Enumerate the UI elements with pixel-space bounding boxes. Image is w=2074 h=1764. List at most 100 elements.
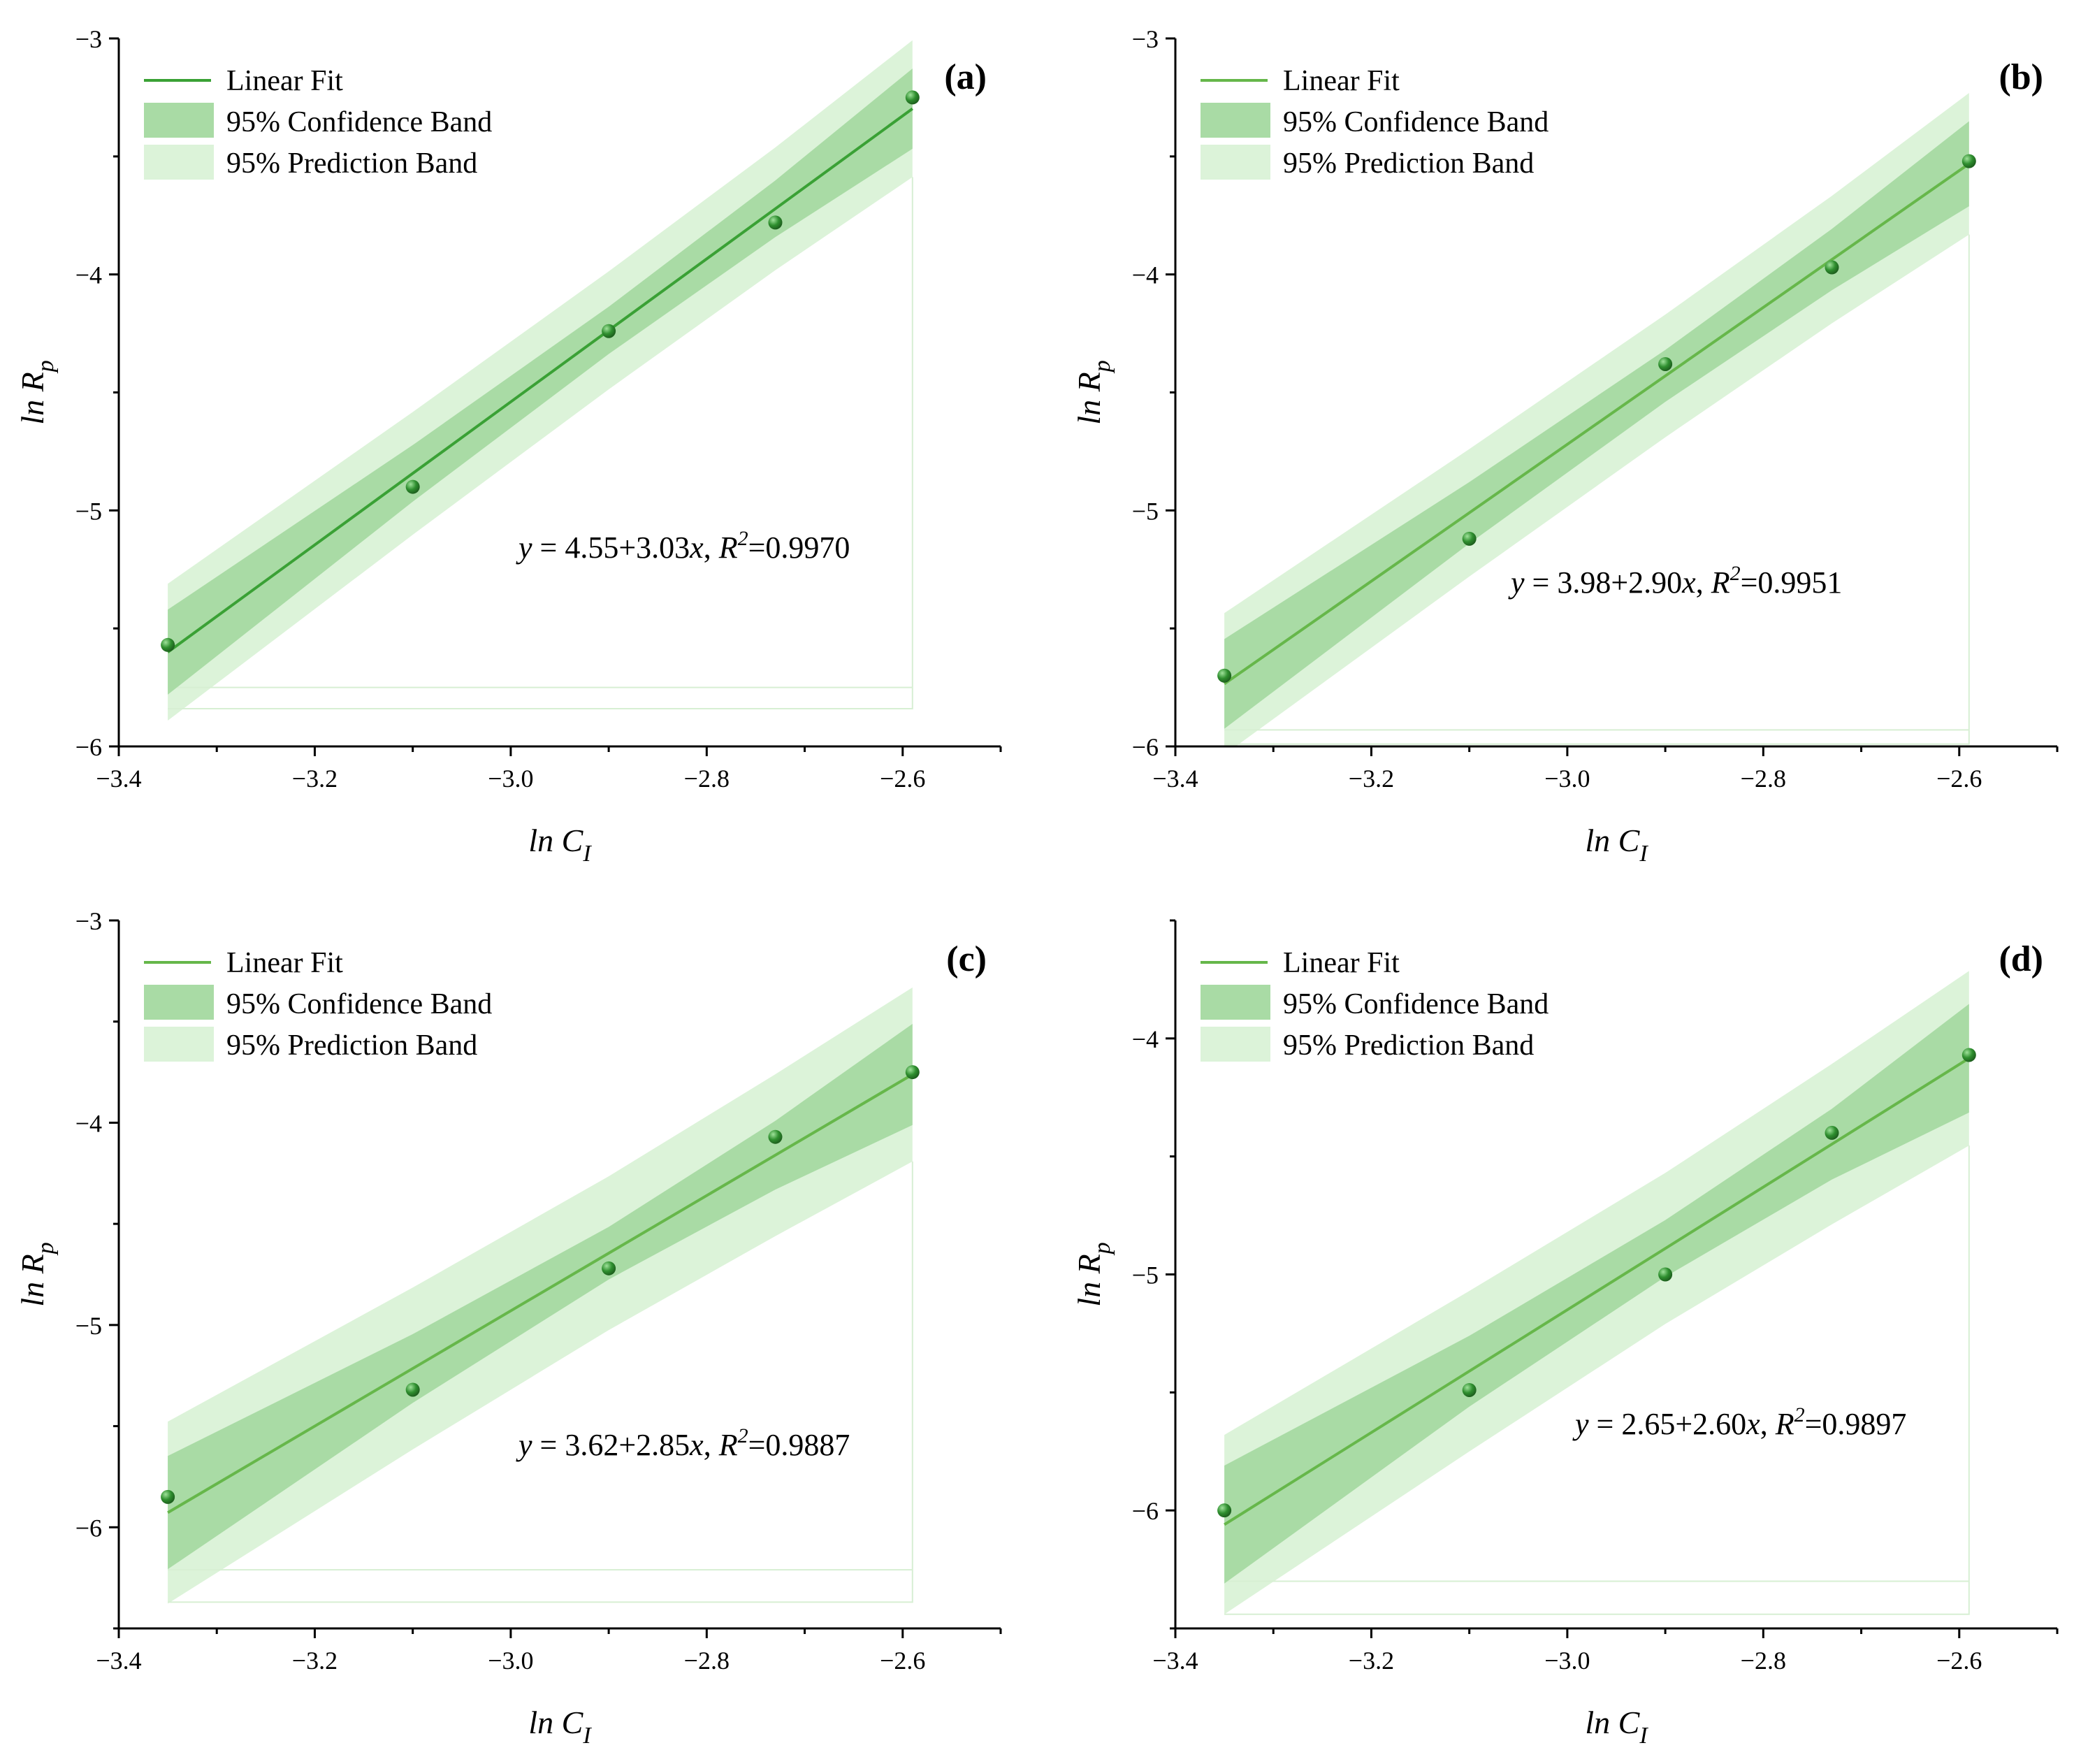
x-tick-label: −3.4 [96,1647,141,1675]
equation-sep: , [704,1428,719,1462]
y-axis-title: ln Rp [15,360,59,424]
data-point [1462,531,1477,546]
data-point [161,637,175,652]
data-point [602,1261,616,1275]
x-axis-title: ln CI [528,823,592,867]
equation-coeffs: = 4.55+3.03 [532,530,690,565]
equation-coeffs: = 3.62+2.85 [532,1428,690,1462]
legend-confidence-swatch [144,103,214,138]
equation-y: y [1508,565,1525,600]
x-tick-label: −3.2 [292,765,338,793]
data-point [405,1382,420,1397]
fit-line [1223,162,1970,686]
plot-area [1217,93,1976,746]
panel-label: (b) [1999,57,2043,97]
y-tick-label: −5 [1132,497,1159,525]
equation-r: R [718,530,738,565]
panel-d: −3.4 −3.2 −3.0 −2.8 −2.6 −6 −5 −4 ln CI ln Rp Line… [1057,882,2074,1764]
confidence-band [168,1024,913,1570]
x-tick-label: −3.4 [1152,1647,1198,1675]
fit-line [167,1073,913,1514]
y-tick-label: −3 [75,907,102,935]
legend-fit-label: Linear Fit [226,65,343,97]
x-tick-label: −2.8 [1741,765,1786,793]
x-tick-label: −3.4 [96,765,141,793]
legend-prediction-swatch [144,145,214,180]
equation-r: R [718,1428,738,1462]
legend-confidence-swatch [144,985,214,1020]
legend-fit-label: Linear Fit [1283,65,1400,97]
x-tick-label: −3.4 [1152,765,1198,793]
data-point [905,1065,920,1080]
legend-confidence-label: 95% Confidence Band [1283,106,1549,138]
plot-area [161,40,920,721]
x-axis-title-main: ln C [528,823,583,858]
legend-prediction-label: 95% Prediction Band [226,1029,477,1062]
equation-coeffs: = 2.65+2.60 [1589,1407,1747,1441]
data-point [1825,1125,1839,1140]
legend-fit-label: Linear Fit [226,947,343,979]
y-tick-label: −4 [1132,1025,1159,1053]
x-tick-label: −2.8 [684,765,730,793]
legend-prediction-label: 95% Prediction Band [226,147,477,180]
x-tick-label: −3.2 [1349,765,1394,793]
prediction-band-edge [1224,1145,1970,1615]
x-axis-title: ln CI [528,1705,592,1749]
y-tick-label: −6 [1132,1497,1159,1525]
legend-confidence-label: 95% Confidence Band [1283,988,1549,1020]
legend: Linear Fit 95% Confidence Band 95% Predict… [144,947,492,1062]
equation-y: y [516,1428,532,1462]
equation-annotation: y = 3.62+2.85x, R2=0.9887 [516,1424,850,1462]
x-tick-label: −3.0 [488,1647,533,1675]
equation-sep: , [704,530,719,565]
x-axis-title-sub: I [1639,1723,1648,1749]
equation-annotation: y = 2.65+2.60x, R2=0.9897 [1572,1403,1906,1441]
equation-r: R [1775,1407,1794,1441]
x-tick-label: −2.6 [1936,1647,1982,1675]
y-tick-label: −4 [1132,261,1159,289]
y-tick-label: −3 [75,25,102,53]
legend: Linear Fit 95% Confidence Band 95% Predict… [1201,65,1549,180]
x-tick-label: −2.6 [880,1647,925,1675]
equation-annotation: y = 3.98+2.90x, R2=0.9951 [1508,562,1842,600]
confidence-band [1224,1004,1969,1584]
data-point [1825,260,1839,275]
data-point [768,215,783,230]
plot-area [1217,971,1976,1615]
data-point [405,479,420,494]
panel-b: −3.4 −3.2 −3.0 −2.8 −2.6 −6 −5 −4 −3 ln CI ln Rp Li… [1057,0,2074,882]
x-axis-title-main: ln C [528,1705,583,1740]
y-axis-title: ln Rp [1071,1242,1115,1306]
x-axis-title: ln CI [1585,1705,1648,1749]
data-point [905,90,920,105]
x-tick-label: −2.6 [880,765,925,793]
equation-r2-value: =0.9970 [748,530,850,565]
equation-x: x [689,530,704,565]
panel-label: (a) [944,57,987,97]
equation-r-sup: 2 [738,527,748,550]
x-tick-label: −2.8 [684,1647,730,1675]
equation-annotation: y = 4.55+3.03x, R2=0.9970 [516,527,850,565]
data-point [1658,1267,1673,1282]
y-tick-label: −5 [75,497,102,525]
equation-x: x [689,1428,704,1462]
equation-r-sup: 2 [1794,1403,1805,1426]
x-tick-label: −3.2 [1349,1647,1394,1675]
x-axis-title-sub: I [582,1723,592,1749]
y-axis-title-sub: p [33,1242,59,1255]
equation-sep: , [1760,1407,1776,1441]
y-axis-title-main: ln R [1071,1254,1107,1306]
data-point [1217,668,1232,683]
y-axis-title: ln Rp [1071,360,1115,424]
data-point [161,1489,175,1504]
legend-prediction-swatch [1201,145,1270,180]
legend-prediction-swatch [144,1027,214,1062]
data-point [1217,1503,1232,1518]
data-point [1658,356,1673,371]
data-point [1961,154,1976,168]
x-tick-label: −2.6 [1936,765,1982,793]
